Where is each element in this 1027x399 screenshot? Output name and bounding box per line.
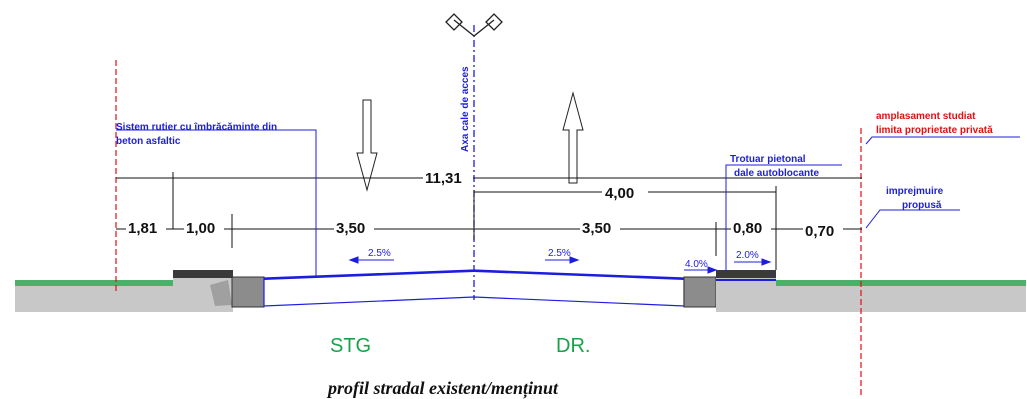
sidewalk-leader xyxy=(725,164,842,272)
down-arrow-icon xyxy=(356,99,378,192)
property-limits xyxy=(115,60,862,398)
lamp-icon xyxy=(453,19,495,37)
annotation-texts: Sistem rutier cu îmbrăcăminte din beton … xyxy=(116,111,993,211)
left-curb xyxy=(231,276,265,308)
right-curb xyxy=(683,276,717,308)
road-system-leader xyxy=(116,129,317,276)
dim-right-part: 4,00 xyxy=(605,185,634,202)
left-sidewalk-block xyxy=(210,280,232,306)
dimension-values: 11,31 4,00 1,81 1,00 3,50 3,50 0,80 0,70 xyxy=(126,169,843,240)
left-ground xyxy=(15,284,175,312)
slope-labels: 2.5% 2.5% 4.0% 2.0% xyxy=(368,248,759,270)
property-label-line1: amplasament studiat xyxy=(876,111,976,122)
left-lane-slope-head xyxy=(348,256,359,264)
sidewalk-label-line2: dale autoblocante xyxy=(734,168,819,179)
dim-total: 11,31 xyxy=(425,170,462,187)
slope-sidewalk: 2.0% xyxy=(736,250,759,261)
dim-left-sidewalk: 1,00 xyxy=(186,220,215,237)
fence-label-line2: propusă xyxy=(902,200,942,211)
dim-right-sidewalk: 0,80 xyxy=(733,220,762,237)
road-surface-line-right xyxy=(473,270,685,280)
dim-left-lane: 3,50 xyxy=(336,220,365,237)
terrain xyxy=(15,269,1026,312)
side-label-right: DR. xyxy=(556,335,590,357)
left-sidewalk-surface xyxy=(173,270,233,278)
road-system-label-line1: Sistem rutier cu îmbrăcăminte din xyxy=(116,122,277,133)
drawing-caption: profil stradal existent/menținut xyxy=(326,378,559,399)
side-label-left: STG xyxy=(330,335,371,357)
right-lane-slope-head xyxy=(569,256,580,264)
road-system-label-line2: beton asfaltic xyxy=(116,136,181,147)
axis-label: Axa cale de acces xyxy=(460,66,471,152)
slope-curb: 4.0% xyxy=(685,259,708,270)
access-axis: Axa cale de acces xyxy=(445,13,503,300)
sidewalk-label-line1: Trotuar pietonal xyxy=(730,154,806,165)
annotation-leaders xyxy=(116,129,1020,276)
right-sidewalk-base xyxy=(716,278,776,312)
slope-arrows xyxy=(348,256,772,274)
right-grass-strip xyxy=(776,280,1026,286)
lamp-head-left xyxy=(445,13,463,31)
fence-label-line1: imprejmuire xyxy=(886,186,944,197)
slope-left-lane: 2.5% xyxy=(368,248,391,259)
dim-right-green: 0,70 xyxy=(805,223,834,240)
dim-left-green: 1,81 xyxy=(128,220,157,237)
lamp-head-right xyxy=(485,13,503,31)
up-arrow-icon xyxy=(562,91,584,184)
left-grass-strip xyxy=(15,280,175,286)
dim-right-lane: 3,50 xyxy=(582,220,611,237)
traffic-arrows xyxy=(356,91,584,192)
slope-right-lane: 2.5% xyxy=(548,248,571,259)
curb-slope-head xyxy=(707,266,718,274)
right-ground xyxy=(776,284,1026,312)
property-leader xyxy=(865,136,1020,145)
fence-leader xyxy=(865,209,960,229)
property-label-line2: limita proprietate privată xyxy=(876,125,993,136)
sidewalk-slope-head xyxy=(761,258,772,266)
road-surface-line xyxy=(263,270,475,280)
right-sidewalk-surface xyxy=(716,270,776,278)
